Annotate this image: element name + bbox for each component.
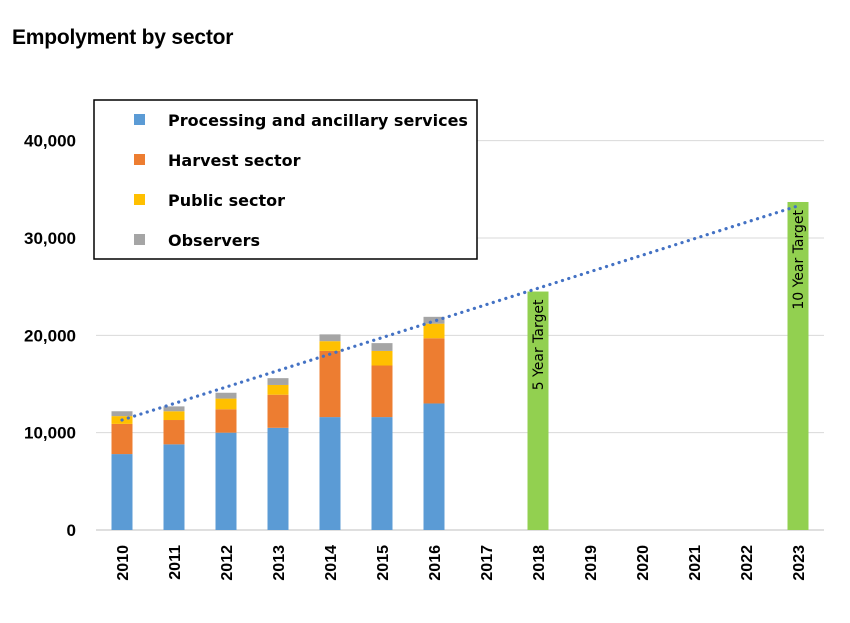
x-axis: 2010 2011 2012 2013 2014 2015 2016 2017 2018 2019… — [115, 545, 808, 581]
bar-segment-processing-and-ancillary-services — [424, 403, 445, 530]
bar-segment-public-sector — [164, 411, 185, 420]
bar-segment-processing-and-ancillary-services — [372, 417, 393, 530]
y-tick-label: 20,000 — [24, 326, 76, 345]
y-axis: 0 10,000 20,000 30,000 40,000 — [24, 132, 76, 540]
target-label: 10 Year Target — [791, 209, 807, 309]
bar-segment-harvest-sector — [424, 338, 445, 403]
x-tick-label: 2022 — [739, 545, 756, 581]
bar-segment-processing-and-ancillary-services — [164, 444, 185, 530]
bar-segment-harvest-sector — [372, 366, 393, 418]
bar-segment-public-sector — [216, 399, 237, 410]
bar-segment-public-sector — [320, 341, 341, 351]
x-tick-label: 2010 — [115, 545, 132, 581]
x-tick-label: 2016 — [427, 545, 444, 581]
target-label: 5 Year Target — [531, 299, 547, 390]
bar-segment-observers — [216, 393, 237, 399]
bar-segment-harvest-sector — [320, 351, 341, 417]
bar-segment-observers — [268, 378, 289, 385]
bars — [112, 317, 445, 530]
x-tick-label: 2012 — [219, 545, 236, 581]
x-tick-label: 2020 — [635, 545, 652, 581]
bar-segment-public-sector — [268, 385, 289, 395]
bar-segment-public-sector — [372, 351, 393, 366]
bar-segment-observers — [320, 334, 341, 341]
legend-label: Processing and ancillary services — [168, 111, 468, 130]
x-tick-label: 2017 — [479, 545, 496, 581]
x-tick-label: 2011 — [167, 545, 184, 580]
bar-segment-public-sector — [424, 324, 445, 339]
legend-label: Observers — [168, 231, 260, 250]
legend-label: Public sector — [168, 191, 285, 210]
x-tick-label: 2021 — [687, 545, 704, 581]
bar-segment-observers — [424, 317, 445, 324]
y-tick-label: 0 — [67, 521, 76, 540]
x-tick-label: 2015 — [375, 545, 392, 581]
bar-segment-observers — [112, 411, 133, 416]
x-tick-label: 2014 — [323, 545, 340, 581]
x-tick-label: 2023 — [791, 545, 808, 581]
bar-segment-processing-and-ancillary-services — [268, 428, 289, 530]
bar-segment-harvest-sector — [216, 409, 237, 432]
legend-swatch — [134, 114, 145, 125]
bar-segment-processing-and-ancillary-services — [320, 417, 341, 530]
target-bars: 5 Year Target 10 Year Target — [528, 202, 809, 530]
stacked-bar-chart: 0 10,000 20,000 30,000 40,000 5 Year Target 1… — [0, 0, 850, 623]
bar-segment-harvest-sector — [112, 424, 133, 454]
legend-swatch — [134, 194, 145, 205]
bar-segment-processing-and-ancillary-services — [216, 433, 237, 530]
legend-swatch — [134, 154, 145, 165]
y-tick-label: 40,000 — [24, 132, 76, 151]
bar-segment-harvest-sector — [164, 420, 185, 444]
bar-segment-observers — [372, 343, 393, 351]
bar-segment-harvest-sector — [268, 395, 289, 428]
legend-label: Harvest sector — [168, 151, 301, 170]
y-tick-label: 10,000 — [24, 424, 76, 443]
legend: Processing and ancillary services Harvest… — [94, 100, 477, 259]
y-tick-label: 30,000 — [24, 229, 76, 248]
x-tick-label: 2013 — [271, 545, 288, 581]
legend-swatch — [134, 234, 145, 245]
bar-segment-processing-and-ancillary-services — [112, 454, 133, 530]
x-tick-label: 2018 — [531, 545, 548, 581]
x-tick-label: 2019 — [583, 545, 600, 581]
